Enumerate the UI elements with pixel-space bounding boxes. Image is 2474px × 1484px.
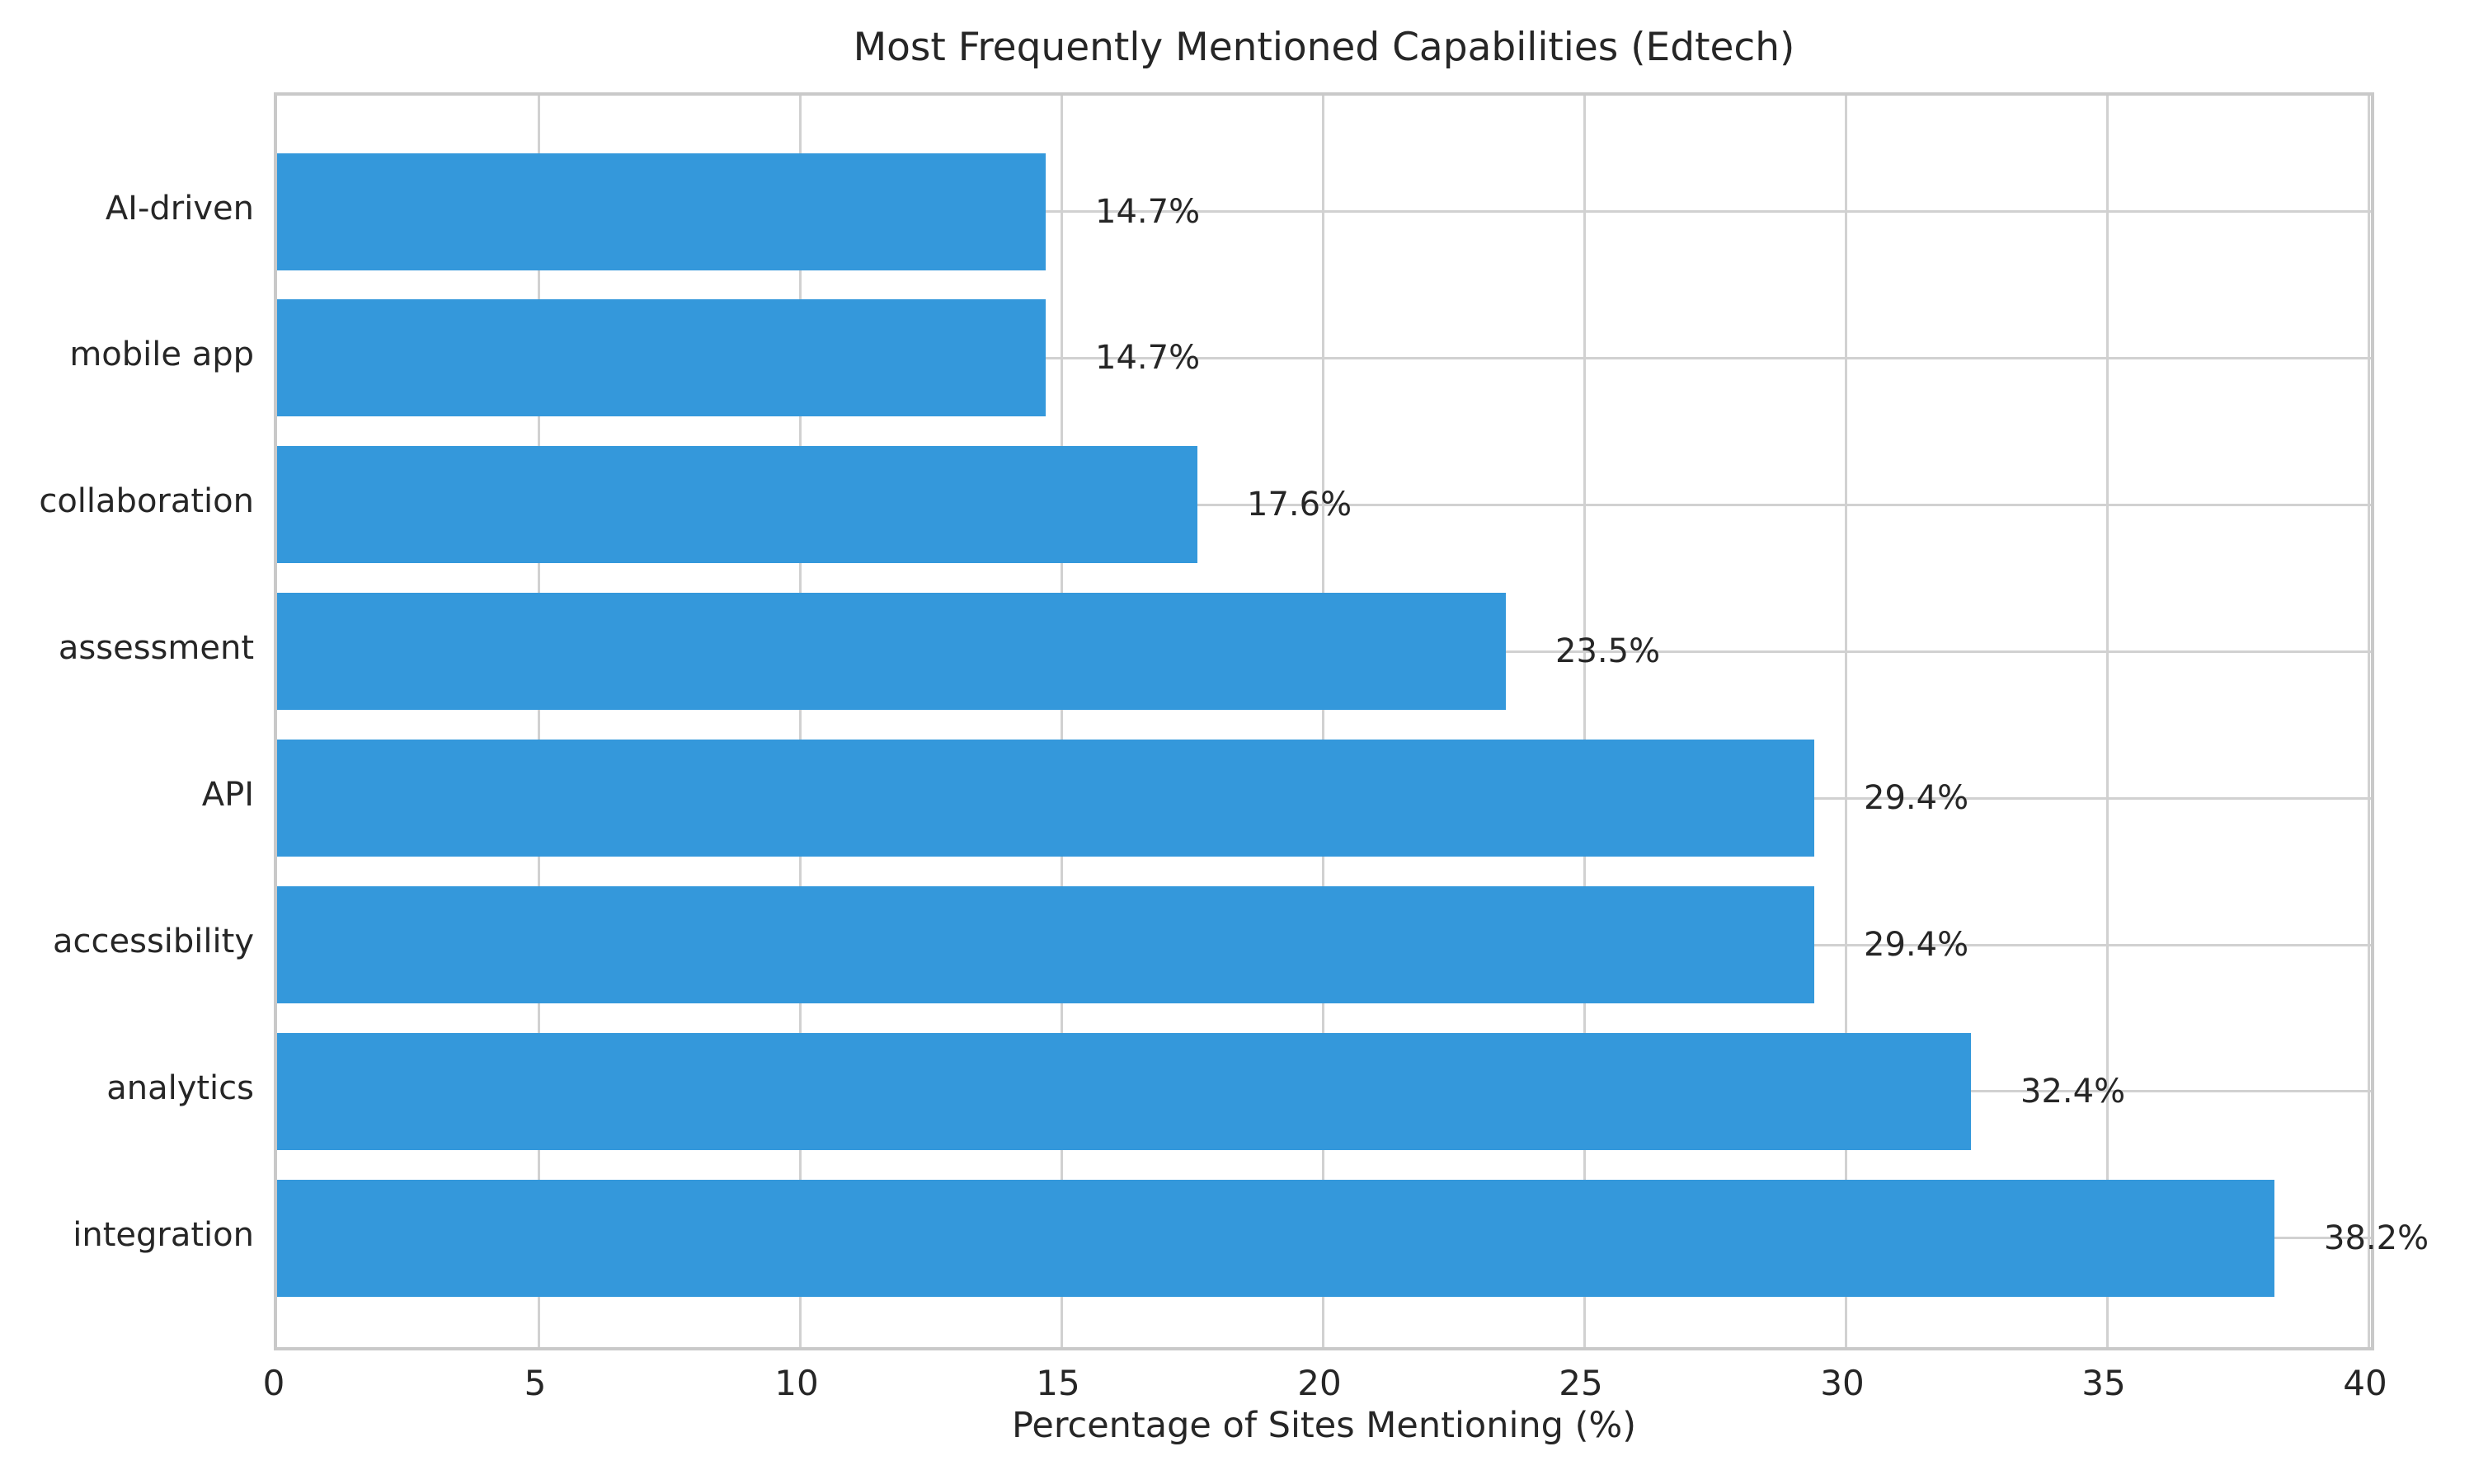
bar <box>277 886 1814 1003</box>
x-tick-label: 35 <box>2081 1363 2126 1403</box>
x-tick-label: 0 <box>262 1363 285 1403</box>
bar-value-label: 14.7% <box>1095 339 1201 377</box>
bar-value-label: 29.4% <box>1864 779 1969 817</box>
x-tick-label: 20 <box>1297 1363 1342 1403</box>
gridline-horizontal <box>277 210 2371 213</box>
gridline-vertical <box>1322 96 1324 1347</box>
category-label: collaboration <box>39 482 254 520</box>
bar <box>277 299 1046 416</box>
x-axis-label: Percentage of Sites Mentioning (%) <box>1011 1405 1637 1446</box>
bar <box>277 1033 1971 1150</box>
plot-area: 14.7% 14.7% 17.6% 23.5% 29.4% 29.4% 32.4% 38.2% <box>274 92 2429 1350</box>
category-label: accessibility <box>53 923 254 960</box>
bar <box>277 1180 2274 1297</box>
x-tick-label: 15 <box>1036 1363 1080 1403</box>
category-label: API <box>201 776 254 814</box>
gridline-horizontal <box>277 504 2371 506</box>
gridline-vertical <box>538 96 540 1347</box>
x-tick-label: 25 <box>1559 1363 1603 1403</box>
x-tick-label: 40 <box>2343 1363 2387 1403</box>
bar <box>277 740 1814 857</box>
x-tick-label: 5 <box>524 1363 547 1403</box>
gridline-vertical <box>1845 96 1847 1347</box>
bar-value-label: 29.4% <box>1864 926 1969 964</box>
bar-value-label: 17.6% <box>1247 486 1352 524</box>
x-tick-label: 10 <box>774 1363 819 1403</box>
gridline-vertical <box>1583 96 1586 1347</box>
category-label: analytics <box>106 1069 254 1107</box>
category-label: AI-driven <box>105 190 254 228</box>
bar <box>277 153 1046 270</box>
bar <box>277 446 1197 563</box>
gridline-vertical <box>2368 96 2370 1347</box>
category-label: mobile app <box>69 336 254 373</box>
bar <box>277 593 1506 710</box>
gridline-vertical <box>799 96 802 1347</box>
gridline-horizontal <box>277 357 2371 359</box>
category-label: assessment <box>58 629 254 667</box>
bar-value-label: 23.5% <box>1555 632 1661 670</box>
chart-title: Most Frequently Mentioned Capabilities (… <box>853 25 1795 70</box>
gridline-vertical <box>1061 96 1063 1347</box>
x-tick-label: 30 <box>1820 1363 1865 1403</box>
gridline-vertical <box>2106 96 2109 1347</box>
bar-value-label: 32.4% <box>2020 1073 2126 1111</box>
category-label: integration <box>73 1216 254 1254</box>
bar-value-label: 14.7% <box>1095 193 1201 231</box>
bar-value-label: 38.2% <box>2324 1219 2429 1257</box>
